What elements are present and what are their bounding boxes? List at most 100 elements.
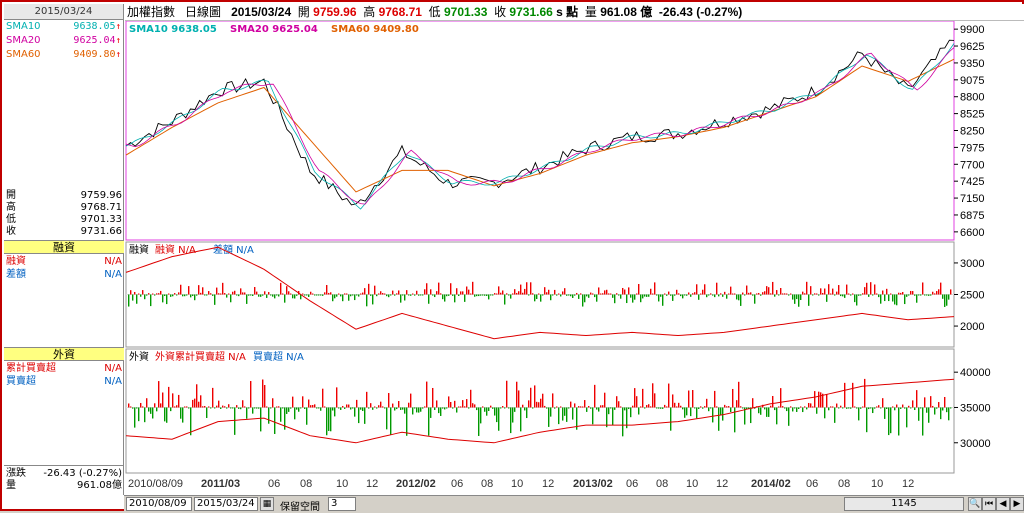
volume-bar	[790, 293, 792, 295]
volume-bar	[720, 407, 722, 416]
volume-bar	[624, 289, 626, 295]
x-tick-label: 2014/02	[751, 478, 791, 490]
volume-bar	[882, 398, 884, 408]
volume-bar	[182, 407, 184, 423]
volume-bar	[634, 294, 636, 300]
summary-row: 漲跌 -26.43 (-0.27%)	[6, 468, 122, 480]
volume-bar	[458, 294, 460, 296]
volume-bar	[906, 294, 908, 297]
volume-bar	[656, 407, 658, 409]
ma-name: SMA60	[6, 49, 41, 60]
volume-bar	[926, 407, 928, 413]
volume-bar	[382, 406, 384, 408]
volume-bar	[856, 407, 858, 409]
volume-bar	[246, 407, 248, 419]
volume-bar	[786, 407, 788, 412]
volume-bar	[674, 402, 676, 408]
volume-bar	[582, 294, 584, 307]
volume-bar	[918, 294, 920, 296]
volume-bar	[568, 294, 570, 296]
volume-bar	[136, 294, 138, 304]
scroll-right-icon[interactable]: ▶	[1010, 497, 1024, 511]
volume-bar	[744, 407, 746, 425]
volume-bar	[406, 407, 408, 436]
arrow-up-icon: ↑	[115, 50, 121, 60]
ohlc-row: 開 9759.96	[6, 190, 122, 202]
volume-bar	[188, 407, 190, 409]
volume-bar	[680, 405, 682, 408]
volume-bar	[324, 292, 326, 295]
volume-bar	[150, 294, 152, 307]
volume-bar	[162, 392, 164, 408]
range-start-field[interactable]: 2010/08/09	[126, 497, 192, 511]
volume-bar	[204, 405, 206, 408]
change-value: -26.43 (-0.27%)	[658, 5, 743, 19]
row-label: 差額	[6, 269, 26, 280]
volume-bar	[588, 294, 590, 298]
range-end-field[interactable]: 2015/03/24	[194, 497, 258, 511]
volume-bar	[140, 402, 142, 408]
volume-bar	[852, 382, 854, 408]
volume-bar	[562, 407, 564, 421]
volume-bar	[774, 407, 776, 411]
volume-bar	[906, 407, 908, 428]
volume-bar	[878, 405, 880, 408]
volume-bar	[474, 294, 476, 297]
keep-space-input[interactable]: 3	[328, 497, 356, 511]
volume-bar	[822, 292, 824, 295]
volume-bar	[734, 407, 736, 433]
volume-bar	[272, 294, 274, 297]
volume-bar	[438, 407, 440, 414]
volume-bar	[612, 407, 614, 426]
volume-bar	[158, 293, 160, 295]
volume-bar	[894, 407, 896, 411]
volume-bar	[532, 293, 534, 295]
volume-bar	[716, 282, 718, 295]
volume-bar	[386, 294, 388, 297]
volume-bar	[640, 294, 642, 303]
volume-bar	[748, 407, 750, 409]
volume-bar	[726, 294, 728, 299]
volume-bar	[374, 285, 376, 295]
scroll-first-icon[interactable]: ⏮	[982, 497, 996, 511]
volume-bar	[316, 407, 318, 409]
volume-bar	[840, 405, 842, 408]
volume-bar	[360, 407, 362, 410]
volume-bar	[690, 294, 692, 297]
volume-bar	[672, 294, 674, 301]
volume-bar	[612, 294, 614, 298]
range-bar: 2010/08/09 ~ 2015/03/24 ▦ 保留空間 3 1145 🔍 …	[124, 495, 1024, 513]
volume-bar	[212, 387, 214, 408]
volume-label: 量	[584, 5, 597, 19]
volume-bar	[226, 294, 228, 298]
x-tick-label: 12	[716, 478, 728, 490]
index-name: 加權指數	[127, 5, 176, 19]
volume-bar	[792, 407, 794, 412]
volume-bar	[276, 294, 278, 296]
x-tick-label: 2010/08/09	[128, 478, 183, 490]
scroll-left-icon[interactable]: ◀	[996, 497, 1010, 511]
volume-bar	[320, 294, 322, 296]
volume-bar	[246, 294, 248, 304]
ohlc-value: 9731.66	[80, 226, 122, 237]
volume-bar	[250, 294, 252, 296]
calendar-icon[interactable]: ▦	[260, 497, 274, 511]
volume-bar	[172, 294, 174, 297]
volume-bar	[128, 403, 130, 408]
stock-chart[interactable]: 9900 9625 9350 9075 8800 8525 8250 7975 7700 7425…	[125, 21, 1024, 495]
volume-bar	[824, 288, 826, 295]
volume-bar	[220, 293, 222, 295]
volume-bar	[300, 294, 302, 300]
volume-bar	[692, 293, 694, 295]
volume-bar	[856, 294, 858, 306]
volume-bar	[232, 407, 234, 409]
row-value: N/A	[104, 376, 122, 387]
volume-bar	[632, 405, 634, 408]
volume-bar	[362, 407, 364, 412]
volume-bar	[446, 407, 448, 409]
volume-bar	[512, 293, 514, 295]
legend-entry: SMA60 9409.80	[331, 24, 419, 35]
search-icon[interactable]: 🔍	[968, 497, 982, 511]
volume-bar	[632, 294, 634, 303]
volume-bar	[872, 407, 874, 414]
